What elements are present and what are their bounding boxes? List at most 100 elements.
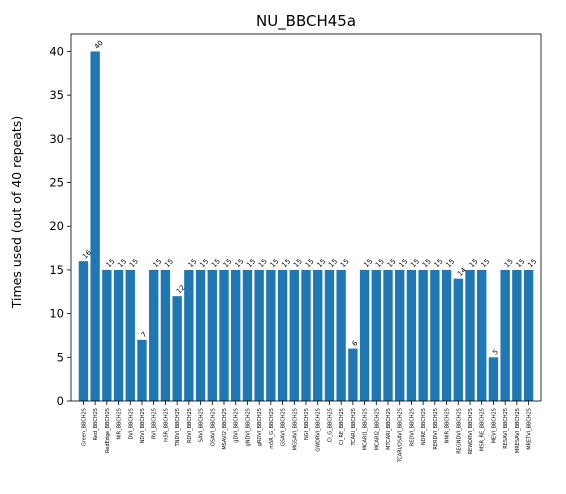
y-tick-label: 35 bbox=[49, 88, 64, 102]
bar bbox=[266, 269, 276, 401]
x-tick-label: TNDVI_BBCH25 bbox=[175, 408, 181, 447]
x-tick-label: mSR_BBCH25 bbox=[163, 408, 169, 442]
bar bbox=[488, 357, 499, 401]
x-tick-label: MSR_RE_BBCH25 bbox=[480, 408, 486, 451]
x-tick-label: CI_G_BBCH25 bbox=[327, 408, 333, 442]
bar-value-label: 15 bbox=[292, 257, 304, 269]
bar-value-label: 15 bbox=[515, 257, 527, 269]
bar-value-label: 40 bbox=[93, 39, 105, 51]
bar-value-label: 15 bbox=[479, 257, 491, 269]
bar-value-label: 5 bbox=[491, 348, 500, 357]
x-tick-label: RVI_BBCH25 bbox=[152, 408, 158, 439]
bar-value-label: 15 bbox=[304, 257, 316, 269]
bar-value-label: 15 bbox=[257, 257, 269, 269]
bar bbox=[301, 269, 311, 401]
bar bbox=[477, 269, 487, 401]
x-tick-label: MCARI2_BBCH25 bbox=[374, 408, 380, 450]
x-tick-label: GWDRVI_BBCH25 bbox=[316, 408, 322, 452]
bar bbox=[512, 269, 522, 401]
x-tick-label: TCARI/OSAVI_BBCH25 bbox=[398, 408, 404, 463]
bar bbox=[465, 269, 475, 401]
bar-value-label: 15 bbox=[233, 257, 245, 269]
y-tick-label: 40 bbox=[49, 44, 64, 58]
x-tick-label: MSAVI2_BBCH25 bbox=[222, 408, 228, 450]
y-tick-label: 15 bbox=[49, 263, 64, 277]
bar bbox=[348, 348, 358, 401]
bar-value-label: 15 bbox=[397, 257, 409, 269]
bar bbox=[231, 269, 241, 401]
bar-value-label: 15 bbox=[468, 257, 480, 269]
x-tick-label: RedEdge_BBCH25 bbox=[105, 408, 111, 453]
x-tick-label: REDVI_BBCH25 bbox=[409, 408, 415, 446]
bar-value-label: 15 bbox=[163, 257, 175, 269]
x-tick-label: MEVI_BBCH25 bbox=[491, 408, 497, 443]
x-tick-label: RDVI_BBCH25 bbox=[187, 408, 193, 443]
bar bbox=[500, 269, 510, 401]
y-axis-label: Times used (out of 40 repeats) bbox=[9, 116, 24, 309]
bar-value-label: 15 bbox=[280, 257, 292, 269]
x-tick-label: REGNDVI_BBCH25 bbox=[456, 408, 462, 454]
bar-value-label: 15 bbox=[409, 257, 421, 269]
x-tick-label: RERDVI_BBCH25 bbox=[433, 408, 439, 450]
x-tick-label: gDVI_BBCH25 bbox=[234, 408, 240, 443]
bar-value-label: 15 bbox=[151, 257, 163, 269]
bar bbox=[90, 51, 100, 401]
bar bbox=[78, 261, 89, 401]
bar bbox=[254, 269, 264, 401]
bar bbox=[195, 269, 206, 401]
bar bbox=[336, 269, 346, 401]
x-tick-label: MRETVI_BBCH25 bbox=[527, 408, 533, 450]
bar-value-label: 15 bbox=[116, 257, 128, 269]
x-tick-label: NNIR_BBCH25 bbox=[445, 408, 451, 443]
x-tick-label: gNDVI_BBCH25 bbox=[245, 408, 251, 446]
y-tick-label: 5 bbox=[57, 350, 64, 364]
x-tick-label: MRESAVI_BBCH25 bbox=[515, 408, 521, 453]
bar bbox=[441, 269, 452, 401]
bar bbox=[125, 269, 135, 401]
x-tick-label: DVI_BBCH25 bbox=[128, 408, 134, 440]
x-tick-label: OSAVI_BBCH25 bbox=[210, 408, 216, 446]
x-tick-label: NGI_BBCH25 bbox=[304, 408, 310, 440]
x-tick-label: MGSAVI_BBCH25 bbox=[292, 408, 298, 450]
bar bbox=[289, 269, 299, 401]
bar bbox=[324, 269, 335, 401]
y-tick-label: 25 bbox=[49, 176, 64, 190]
bar-value-label: 15 bbox=[245, 257, 257, 269]
bar-value-label: 15 bbox=[433, 257, 445, 269]
bar bbox=[184, 269, 194, 401]
bar bbox=[219, 269, 229, 401]
x-tick-label: GSAVI_BBCH25 bbox=[281, 408, 287, 446]
x-tick-label: MTCARI_BBCH25 bbox=[386, 408, 392, 450]
x-tick-label: mSR_G_BBCH25 bbox=[269, 408, 275, 449]
x-tick-label: TCARI_BBCH25 bbox=[351, 408, 357, 447]
bar bbox=[430, 269, 440, 401]
chart-title: NU_BBCH45a bbox=[256, 12, 356, 31]
bar bbox=[113, 269, 124, 401]
bar bbox=[149, 269, 159, 401]
bar bbox=[383, 269, 393, 401]
bar bbox=[172, 296, 182, 401]
y-tick-label: 10 bbox=[49, 307, 64, 321]
bar bbox=[137, 339, 147, 401]
x-tick-label: CI_RE_BBCH25 bbox=[339, 408, 345, 445]
bar-value-label: 15 bbox=[315, 257, 327, 269]
bar-value-label: 6 bbox=[351, 339, 360, 348]
x-tick-label: Green_BBCH25 bbox=[81, 408, 87, 446]
bar-value-label: 15 bbox=[526, 257, 538, 269]
y-tick-label: 0 bbox=[57, 394, 64, 408]
x-tick-label: gRDVI_BBCH25 bbox=[257, 408, 263, 446]
bar-value-label: 15 bbox=[198, 257, 210, 269]
bar-value-label: 12 bbox=[175, 284, 187, 296]
x-tick-label: NDVI_BBCH25 bbox=[140, 408, 146, 443]
x-tick-label: NDRE_BBCH25 bbox=[421, 408, 427, 445]
bar-value-label: 15 bbox=[362, 257, 374, 269]
bar bbox=[242, 269, 253, 401]
y-tick-label: 30 bbox=[49, 132, 64, 146]
bar bbox=[207, 269, 217, 401]
bar bbox=[359, 269, 370, 401]
bar bbox=[406, 269, 417, 401]
x-tick-label: NIR_BBCH25 bbox=[117, 408, 123, 440]
x-tick-label: REWDRVI_BBCH25 bbox=[468, 408, 474, 454]
x-tick-label: Red_BBCH25 bbox=[93, 408, 99, 440]
